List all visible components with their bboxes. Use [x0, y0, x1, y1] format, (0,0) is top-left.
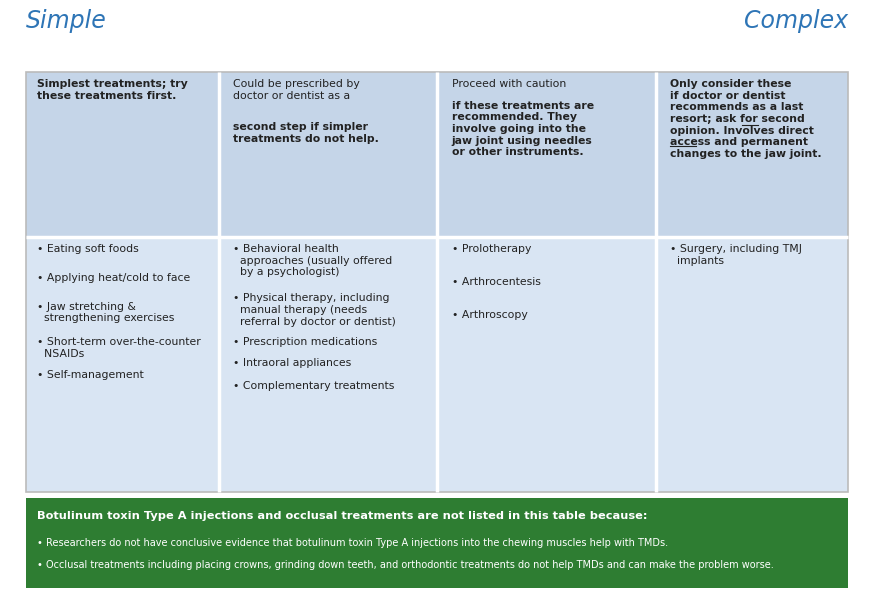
- Text: • Complementary treatments: • Complementary treatments: [233, 381, 395, 391]
- Text: • Arthroscopy: • Arthroscopy: [452, 310, 528, 320]
- Text: Simple: Simple: [26, 9, 107, 33]
- Text: Complex: Complex: [744, 9, 848, 33]
- Text: Simplest treatments; try
these treatments first.: Simplest treatments; try these treatment…: [37, 79, 187, 101]
- Text: • Jaw stretching &
  strengthening exercises: • Jaw stretching & strengthening exercis…: [37, 302, 174, 323]
- Text: • Prolotherapy: • Prolotherapy: [452, 244, 531, 254]
- Bar: [26, 498, 848, 588]
- Text: • Eating soft foods: • Eating soft foods: [37, 244, 138, 254]
- Text: • Prescription medications: • Prescription medications: [233, 337, 378, 347]
- Text: if these treatments are
recommended. They
involve going into the
jaw joint using: if these treatments are recommended. The…: [452, 101, 594, 157]
- Text: Proceed with caution: Proceed with caution: [452, 79, 566, 89]
- Text: • Applying heat/cold to face: • Applying heat/cold to face: [37, 273, 190, 283]
- Bar: [26, 72, 848, 237]
- Text: • Arthrocentesis: • Arthrocentesis: [452, 277, 541, 287]
- Text: Could be prescribed by
doctor or dentist as a: Could be prescribed by doctor or dentist…: [233, 79, 360, 101]
- Text: • Occlusal treatments including placing crowns, grinding down teeth, and orthodo: • Occlusal treatments including placing …: [37, 560, 773, 571]
- Text: • Researchers do not have conclusive evidence that botulinum toxin Type A inject: • Researchers do not have conclusive evi…: [37, 538, 668, 548]
- Text: • Short-term over-the-counter
  NSAIDs: • Short-term over-the-counter NSAIDs: [37, 337, 200, 359]
- Text: Only consider these
if doctor or dentist
recommends as a last
resort; ask for se: Only consider these if doctor or dentist…: [670, 79, 822, 159]
- Text: • Self-management: • Self-management: [37, 370, 143, 380]
- Bar: [26, 237, 848, 492]
- Text: second step if simpler
treatments do not help.: second step if simpler treatments do not…: [233, 122, 379, 144]
- Text: • Surgery, including TMJ
  implants: • Surgery, including TMJ implants: [670, 244, 802, 266]
- Text: • Behavioral health
  approaches (usually offered
  by a psychologist): • Behavioral health approaches (usually …: [233, 244, 392, 277]
- Text: • Physical therapy, including
  manual therapy (needs
  referral by doctor or de: • Physical therapy, including manual the…: [233, 293, 396, 326]
- Text: Botulinum toxin Type A injections and occlusal treatments are not listed in this: Botulinum toxin Type A injections and oc…: [37, 511, 648, 521]
- Text: • Intraoral appliances: • Intraoral appliances: [233, 358, 351, 368]
- Bar: [26, 72, 848, 492]
